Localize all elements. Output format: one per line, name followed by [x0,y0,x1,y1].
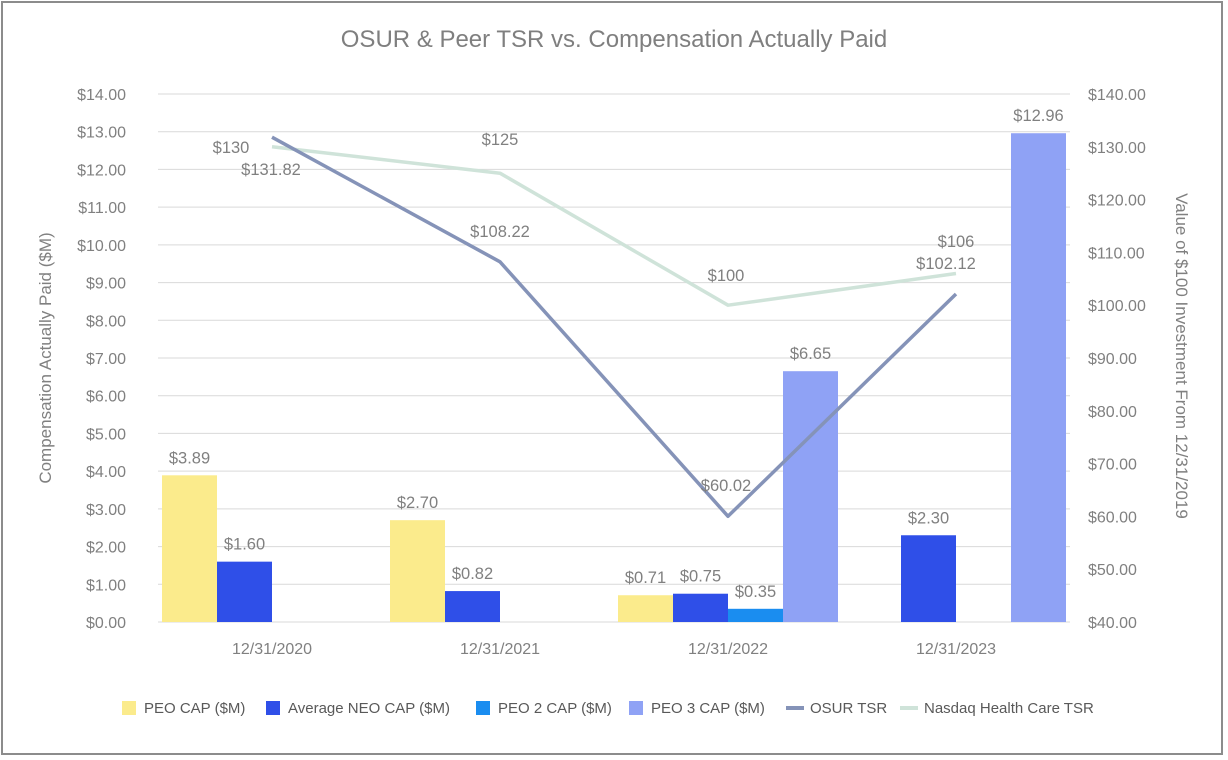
line-data-label: $125 [482,131,519,149]
line-series [271,135,958,519]
line-data-label: $130 [213,139,250,157]
y-tick-label: $9.00 [86,276,126,293]
bar [783,371,838,622]
y-tick-label: $14.00 [77,87,126,104]
bar [217,561,272,622]
bar-data-label: $0.35 [735,583,776,601]
bar-data-label: $2.70 [397,494,438,512]
bar-data-label: $0.75 [680,568,721,586]
y-tick-label: $5.00 [86,426,126,443]
line-data-label: $60.02 [701,477,751,495]
y2-tick-label: $110.00 [1088,245,1145,262]
y-tick-label: $8.00 [86,313,126,330]
y2-tick-label: $140.00 [1088,87,1146,104]
y-tick-label: $1.00 [86,577,126,594]
y2-tick-label: $60.00 [1088,509,1137,526]
bar-data-label: $0.71 [625,569,666,587]
legend-label: OSUR TSR [810,700,887,717]
bar-data-label: $12.96 [1013,107,1063,125]
y-tick-label: $0.00 [86,615,126,632]
y2-axis-title: Value of $100 Investment From 12/31/2019 [1172,193,1191,519]
line-data-label: $131.82 [241,161,301,179]
line-data-label: $102.12 [916,255,976,273]
bar [445,591,500,622]
legend-swatch [266,701,280,715]
bar-data-label: $6.65 [790,345,831,363]
bar-data-label: $3.89 [169,449,210,467]
y-tick-label: $6.00 [86,389,126,406]
legend-swatch [629,701,643,715]
legend-label: PEO CAP ($M) [144,700,245,717]
bar [1011,133,1066,623]
line-data-label: $106 [938,233,975,251]
x-tick-label: 12/31/2020 [232,641,312,658]
y-tick-label: $3.00 [86,502,126,519]
y2-tick-label: $120.00 [1088,193,1146,210]
y2-tick-label: $80.00 [1088,404,1137,421]
y2-tick-label: $50.00 [1088,562,1137,579]
x-tick-label: 12/31/2021 [460,641,540,658]
legend-label: Average NEO CAP ($M) [288,700,450,717]
y-tick-label: $7.00 [86,351,126,368]
y-tick-label: $2.00 [86,540,126,557]
x-tick-label: 12/31/2023 [916,641,996,658]
bar [901,535,956,622]
legend-swatch [122,701,136,715]
y-tick-label: $10.00 [77,238,126,255]
y-tick-label: $12.00 [77,162,126,179]
y-tick-label: $4.00 [86,464,126,481]
y2-tick-label: $40.00 [1088,615,1137,632]
y2-tick-label: $130.00 [1088,140,1146,157]
bar [162,475,217,622]
legend-label: PEO 2 CAP ($M) [498,700,612,717]
y-tick-label: $13.00 [77,125,126,142]
bar [728,608,783,622]
y2-tick-label: $70.00 [1088,457,1137,474]
y2-tick-label: $100.00 [1088,298,1146,315]
line-series [271,145,957,307]
legend-label: Nasdaq Health Care TSR [924,700,1094,717]
y-tick-label: $11.00 [78,200,126,217]
legend-swatch [476,701,490,715]
x-tick-label: 12/31/2022 [688,641,768,658]
bar [390,520,445,622]
line-data-label: $100 [708,267,745,285]
line-data-label: $108.22 [470,223,530,241]
bar [618,595,673,622]
chart-title: OSUR & Peer TSR vs. Compensation Actuall… [340,26,888,53]
y-axis-title: Compensation Actually Paid ($M) [36,232,55,483]
bar-data-label: $2.30 [908,509,949,527]
legend-label: PEO 3 CAP ($M) [651,700,765,717]
bar-data-label: $0.82 [452,565,493,583]
bar [673,593,728,622]
bar-data-label: $1.60 [224,536,265,554]
y2-tick-label: $90.00 [1088,351,1137,368]
